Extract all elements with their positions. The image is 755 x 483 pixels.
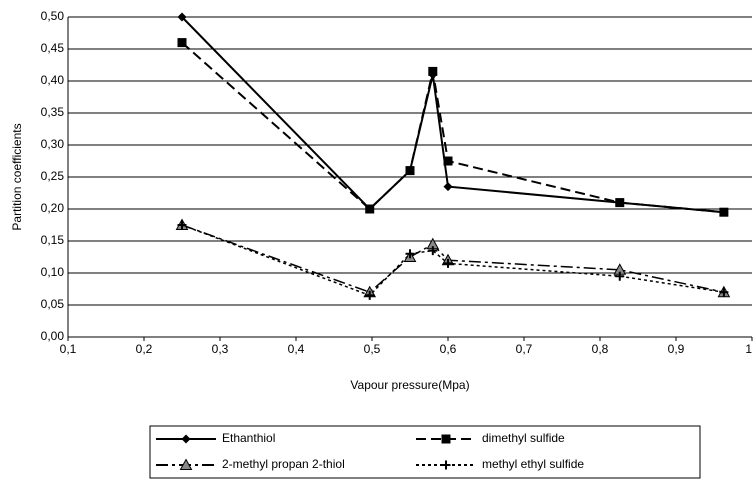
x-tick-label: 0,6	[440, 342, 457, 356]
y-tick-label: 0,10	[41, 265, 65, 279]
x-axis-label: Vapour pressure(Mpa)	[350, 378, 469, 392]
x-tick-label: 0,8	[592, 342, 609, 356]
marker	[428, 66, 438, 76]
marker	[719, 207, 729, 217]
y-tick-label: 0,30	[41, 137, 65, 151]
marker	[405, 249, 415, 259]
marker	[177, 38, 187, 48]
marker	[443, 258, 453, 268]
marker	[615, 271, 625, 281]
legend-marker	[181, 434, 191, 444]
x-tick-label: 0,7	[516, 342, 533, 356]
marker	[443, 156, 453, 166]
legend-marker	[441, 434, 451, 444]
legend-box	[149, 425, 701, 479]
legend-marker	[441, 460, 451, 470]
x-tick-label: 0,3	[212, 342, 229, 356]
legend-label: methyl ethyl sulfide	[482, 457, 584, 471]
marker	[365, 290, 375, 300]
y-tick-label: 0,50	[41, 9, 65, 23]
y-axis-label: Partition coefficients	[10, 123, 24, 230]
marker	[428, 246, 438, 256]
legend-marker	[179, 458, 193, 470]
legend-label: dimethyl sulfide	[482, 431, 565, 445]
marker	[177, 220, 187, 230]
marker	[719, 287, 729, 297]
y-tick-label: 0,35	[41, 105, 65, 119]
x-tick-label: 0,9	[668, 342, 685, 356]
x-tick-label: 0,1	[60, 342, 77, 356]
marker	[443, 182, 453, 192]
x-tick-label: 1	[745, 342, 752, 356]
x-tick-label: 0,4	[288, 342, 305, 356]
legend-label: 2-methyl propan 2-thiol	[222, 457, 345, 471]
marker	[405, 166, 415, 176]
marker	[177, 12, 187, 22]
legend-label: Ethanthiol	[222, 431, 275, 445]
x-tick-label: 0,5	[364, 342, 381, 356]
y-tick-label: 0,20	[41, 201, 65, 215]
y-tick-label: 0,45	[41, 41, 65, 55]
series-line	[181, 224, 725, 294]
y-tick-label: 0,05	[41, 297, 65, 311]
y-tick-label: 0,40	[41, 73, 65, 87]
y-tick-label: 0,25	[41, 169, 65, 183]
marker	[365, 204, 375, 214]
y-tick-label: 0,00	[41, 329, 65, 343]
x-tick-label: 0,2	[136, 342, 153, 356]
marker	[615, 198, 625, 208]
y-tick-label: 0,15	[41, 233, 65, 247]
